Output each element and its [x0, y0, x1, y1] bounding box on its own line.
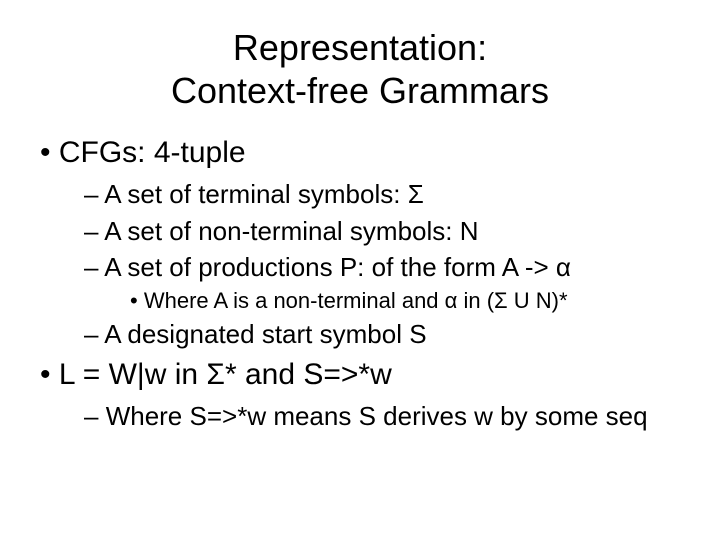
bullet-level2: A designated start symbol S [84, 318, 690, 351]
bullet-text: Where A is a non-terminal and α in (Σ U … [144, 288, 568, 313]
bullet-level1: L = W|w in Σ* and S=>*w [40, 358, 690, 392]
title-line-2: Context-free Grammars [171, 70, 549, 111]
bullet-text: A designated start symbol S [104, 319, 426, 349]
bullet-level2: A set of productions P: of the form A ->… [84, 251, 690, 284]
bullet-text: A set of terminal symbols: Σ [104, 179, 424, 209]
bullet-text: A set of productions P: of the form A ->… [104, 252, 571, 282]
bullet-text: Where S=>*w means S derives w by some se… [106, 401, 648, 431]
bullet-level3: Where A is a non-terminal and α in (Σ U … [130, 288, 690, 314]
bullet-level2: A set of non-terminal symbols: N [84, 215, 690, 248]
bullet-level2: A set of terminal symbols: Σ [84, 178, 690, 211]
bullet-level2: Where S=>*w means S derives w by some se… [84, 400, 690, 433]
bullet-level1: CFGs: 4-tuple [40, 136, 690, 170]
bullet-text: CFGs: 4-tuple [59, 136, 246, 169]
title-line-1: Representation: [233, 27, 487, 68]
slide-title: Representation: Context-free Grammars [30, 26, 690, 112]
bullet-text: A set of non-terminal symbols: N [104, 216, 478, 246]
bullet-text: L = W|w in Σ* and S=>*w [59, 358, 392, 391]
